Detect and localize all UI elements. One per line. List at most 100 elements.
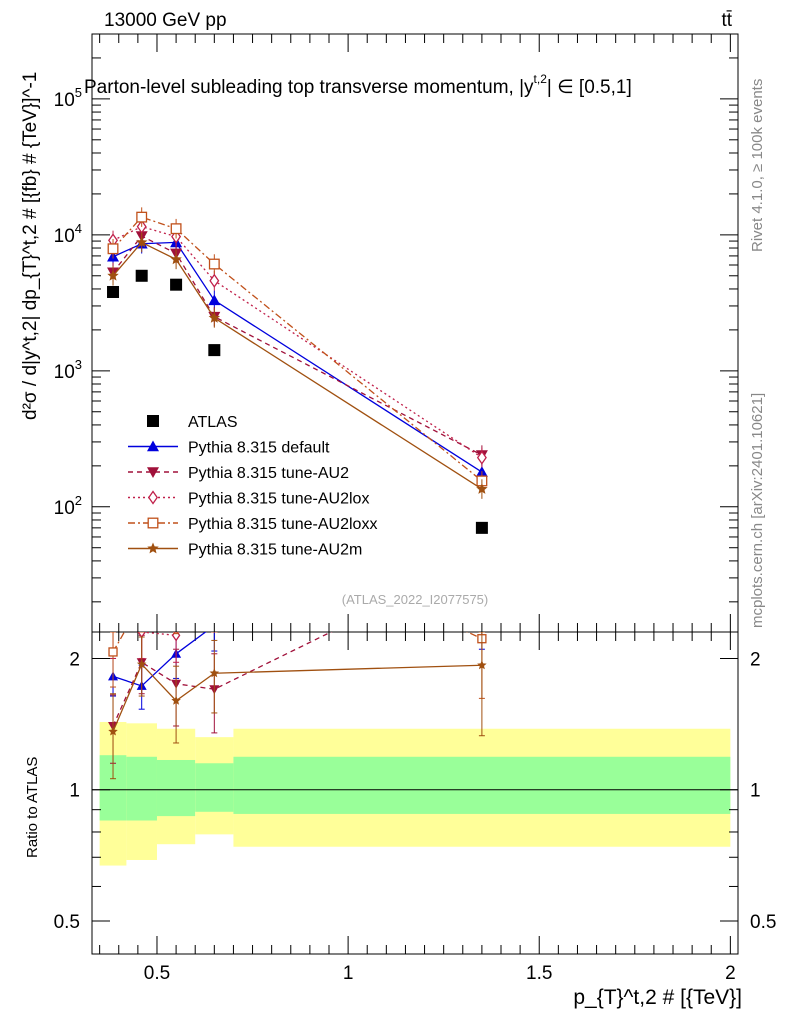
data-point xyxy=(209,668,220,678)
y-tick-label-ratio: 2 xyxy=(69,649,80,670)
ratio-line xyxy=(112,632,333,727)
data-point xyxy=(147,440,159,452)
mcplots-label: mcplots.cern.ch [arXiv:2401.10621] xyxy=(749,393,766,628)
plot-title-sup: t,2 xyxy=(534,72,548,86)
series-line xyxy=(112,235,483,456)
series-line xyxy=(112,241,483,473)
x-tick-label: 1 xyxy=(343,963,354,984)
data-point xyxy=(171,695,181,705)
stat-uncertainty-band xyxy=(233,756,731,814)
ratio-uncertainty-bands xyxy=(99,721,731,866)
y-tick-label-main: 103 xyxy=(54,357,82,383)
data-point xyxy=(476,483,488,494)
data-point xyxy=(108,647,118,657)
legend-entry: ATLAS xyxy=(147,414,238,431)
energy-label: 13000 GeV pp xyxy=(104,10,227,31)
data-point xyxy=(208,344,221,357)
ratio-pythia-8-315-tune-au2lox xyxy=(110,632,485,663)
x-tick-label: 0.5 xyxy=(144,963,170,984)
x-axis-label: p_{T}^t,2 # [{TeV}] xyxy=(573,986,742,1009)
data-point xyxy=(209,273,220,288)
data-point xyxy=(147,467,159,478)
tick-base: 10 xyxy=(54,90,75,111)
y-tick-label-ratio: 0.5 xyxy=(54,912,80,933)
legend: ATLAS Pythia 8.315 default Pythia 8.315 tu… xyxy=(128,414,377,559)
ratio-series-layer xyxy=(108,632,487,780)
ratio-plot-frame xyxy=(91,631,739,955)
data-point xyxy=(170,253,182,265)
legend-label: Pythia 8.315 tune-AU2loxx xyxy=(188,516,377,533)
ratio-series xyxy=(108,632,487,780)
tick-base: 10 xyxy=(54,226,75,247)
plot-title-tail: | ∈ [0.5,1] xyxy=(547,77,632,98)
y-tick-label-main: 102 xyxy=(54,493,82,519)
tick-base: 10 xyxy=(54,498,75,519)
data-point xyxy=(147,415,159,427)
tick-exponent: 5 xyxy=(75,85,82,100)
data-point xyxy=(107,269,119,281)
analysis-tag: (ATLAS_2022_I2077575) xyxy=(342,592,488,607)
stat-uncertainty-band xyxy=(195,763,234,812)
data-point xyxy=(136,211,148,223)
legend-entry: Pythia 8.315 tune-AU2m xyxy=(128,542,362,559)
data-point xyxy=(208,294,221,306)
rivet-version-label: Rivet 4.1.0, ≥ 100k events xyxy=(749,79,766,252)
data-point xyxy=(136,659,147,669)
data-point xyxy=(476,450,487,465)
series-line xyxy=(112,225,483,459)
data-point xyxy=(107,243,119,255)
data-point xyxy=(148,490,158,505)
ratio-pythia-8-315-default xyxy=(108,632,485,710)
legend-entry: Pythia 8.315 default xyxy=(128,440,330,457)
series-pythia-8-315-tune-au2 xyxy=(107,226,488,465)
data-point xyxy=(170,278,183,291)
main-series-layer xyxy=(107,207,488,534)
data-point xyxy=(147,517,159,529)
stat-uncertainty-band xyxy=(126,756,157,821)
series-atlas xyxy=(107,269,488,534)
y-tick-label-main: 105 xyxy=(54,85,82,111)
plot-title: Parton-level subleading top transverse m… xyxy=(84,72,632,98)
y-tick-label-ratio-right: 2 xyxy=(750,649,761,670)
data-point xyxy=(477,660,487,670)
legend-entry: Pythia 8.315 tune-AU2lox xyxy=(128,490,369,508)
data-point xyxy=(135,269,148,282)
y-tick-label-main: 104 xyxy=(54,221,82,247)
legend-label: Pythia 8.315 default xyxy=(188,440,330,457)
data-point xyxy=(107,285,120,298)
y-axis-label-ratio: Ratio to ATLAS xyxy=(24,757,41,858)
process-label: tt̄ xyxy=(721,10,732,31)
y-tick-label-ratio-right: 1 xyxy=(750,781,761,802)
y-axis-label-main: d²σ / d|y^t,2| dp_{T}^t,2 # [{fb} # {TeV… xyxy=(20,72,41,420)
tick-base: 10 xyxy=(54,362,75,383)
ratio-line xyxy=(112,663,482,732)
data-point xyxy=(170,223,182,235)
x-tick-label: 1.5 xyxy=(526,963,552,984)
series-pythia-8-315-tune-au2m xyxy=(107,232,488,499)
data-point xyxy=(475,521,488,534)
ratio-line xyxy=(112,632,207,687)
data-point xyxy=(208,311,221,323)
tick-exponent: 3 xyxy=(75,357,82,372)
y-tick-label-ratio-right: 0.5 xyxy=(750,912,776,933)
legend-label: ATLAS xyxy=(188,414,238,431)
tick-exponent: 2 xyxy=(75,493,82,508)
ratio-pythia-8-315-tune-au2m xyxy=(108,632,487,780)
x-tick-label: 2 xyxy=(725,963,736,984)
legend-label: Pythia 8.315 tune-AU2 xyxy=(188,465,349,482)
legend-label: Pythia 8.315 tune-AU2m xyxy=(188,542,362,559)
tick-exponent: 4 xyxy=(75,221,82,236)
data-point xyxy=(147,542,159,554)
ratio-line xyxy=(112,632,483,653)
stat-uncertainty-band xyxy=(156,759,196,817)
y-tick-label-ratio: 1 xyxy=(69,781,80,802)
legend-entry: Pythia 8.315 tune-AU2 xyxy=(128,465,349,482)
data-point xyxy=(208,258,220,270)
data-point xyxy=(108,726,118,736)
legend-label: Pythia 8.315 tune-AU2lox xyxy=(188,491,369,508)
data-point xyxy=(135,236,148,248)
legend-entry: Pythia 8.315 tune-AU2loxx xyxy=(128,516,377,533)
plot-title-main: Parton-level subleading top transverse m… xyxy=(84,77,534,98)
